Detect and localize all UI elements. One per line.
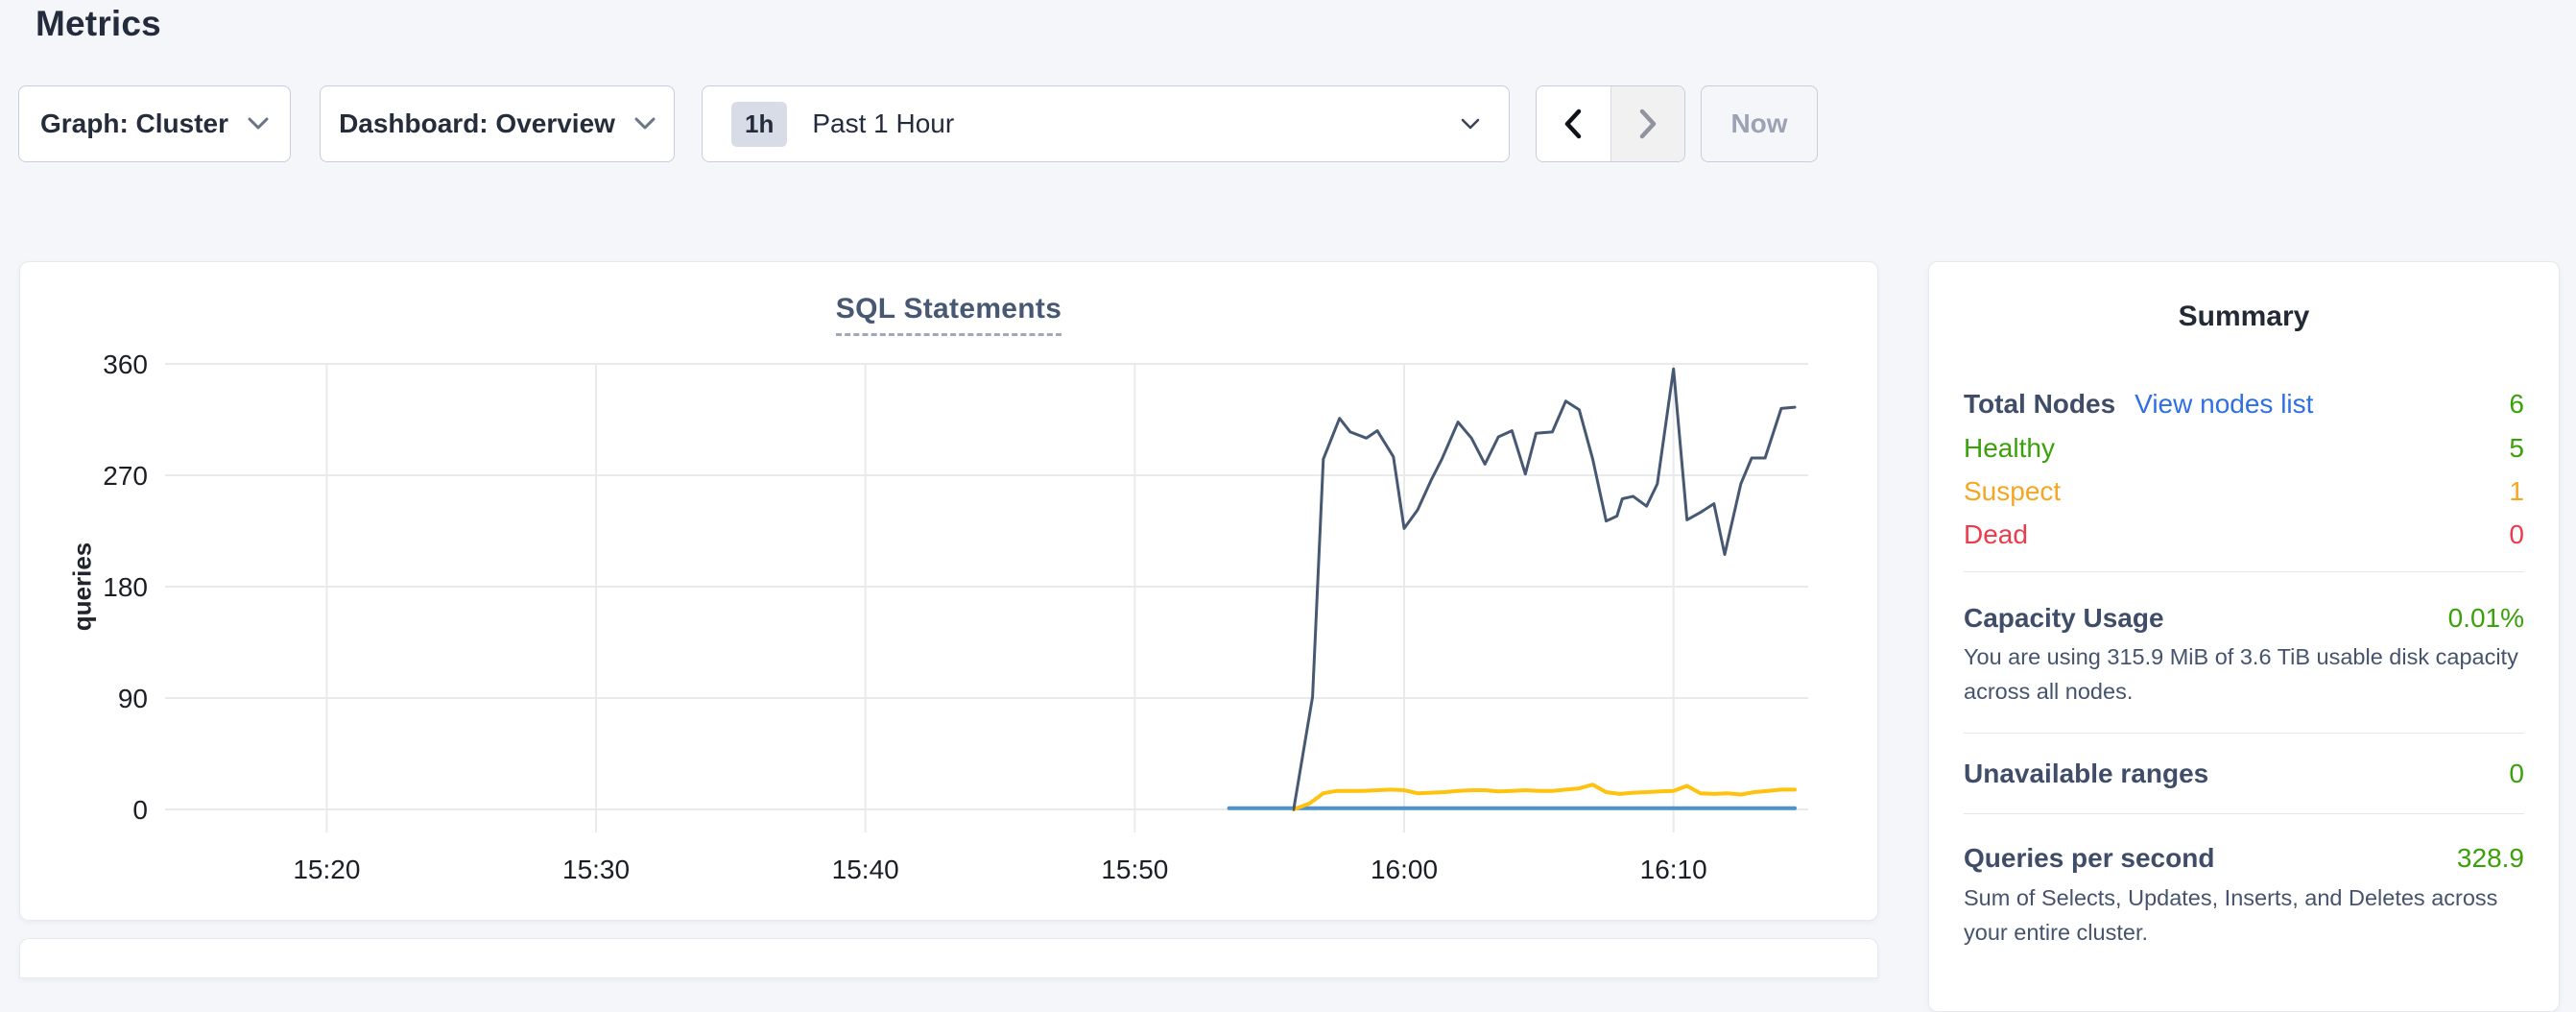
unavailable-ranges-row: Unavailable ranges 0 [1964,754,2524,794]
unavailable-ranges-value: 0 [2509,759,2524,788]
view-nodes-list-link[interactable]: View nodes list [2135,389,2314,419]
svg-text:180: 180 [103,572,148,602]
suspect-value: 1 [2509,476,2524,506]
chevron-right-icon [1639,108,1656,139]
time-step-back-button[interactable] [1537,86,1610,161]
queries-per-second-row: Queries per second 328.9 [1964,838,2524,879]
svg-text:270: 270 [103,461,148,491]
svg-text:0: 0 [132,795,148,825]
sql-statements-chart-card: SQL Statements queries 0 90 180 270 360 15:20… [19,261,1878,921]
suspect-label: Suspect [1964,476,2062,506]
svg-text:16:10: 16:10 [1640,855,1707,884]
unavailable-ranges-label: Unavailable ranges [1964,759,2209,788]
healthy-label: Healthy [1964,433,2055,463]
queries-per-second-description: Sum of Selects, Updates, Inserts, and De… [1964,885,2498,945]
capacity-usage-row: Capacity Usage 0.01% [1964,598,2524,639]
dead-value: 0 [2509,519,2524,549]
svg-text:15:50: 15:50 [1101,855,1168,884]
total-nodes-value: 6 [2509,389,2524,419]
time-step-forward-button[interactable] [1610,86,1684,161]
divider [1964,813,2524,814]
dashboard-dropdown[interactable]: Dashboard: Overview [320,85,675,162]
time-range-label: Past 1 Hour [812,108,955,138]
healthy-value: 5 [2509,433,2524,463]
now-button[interactable]: Now [1701,85,1818,162]
chevron-down-icon [1461,118,1480,129]
time-range-selector[interactable]: 1h Past 1 Hour [702,85,1510,162]
queries-per-second-value: 328.9 [2456,843,2524,873]
capacity-usage-value: 0.01% [2447,603,2524,633]
chevron-left-icon [1565,108,1582,139]
time-range-badge: 1h [731,101,788,147]
chart-title[interactable]: SQL Statements [835,293,1062,336]
summary-title: Summary [2178,301,2310,332]
capacity-usage-label: Capacity Usage [1964,603,2164,633]
time-step-button-group [1536,85,1685,162]
graph-dropdown-label: Graph: Cluster [39,108,229,138]
svg-text:360: 360 [103,349,148,379]
healthy-nodes-row: Healthy 5 [1964,428,2524,469]
sql-statements-chart[interactable]: 0 90 180 270 360 15:20 15:30 15:40 15:50 16:00 16:… [20,262,1877,920]
chevron-down-icon [248,117,269,130]
svg-text:15:20: 15:20 [293,855,360,884]
svg-text:15:30: 15:30 [562,855,630,884]
dashboard-dropdown-label: Dashboard: Overview [339,108,615,138]
divider [1964,571,2524,572]
svg-text:90: 90 [118,684,148,713]
dead-nodes-row: Dead 0 [1964,515,2524,555]
total-nodes-row: Total Nodes View nodes list 6 [1964,384,2524,424]
chevron-down-icon [634,117,656,130]
chart-title-wrap: SQL Statements [20,293,1877,336]
svg-text:16:00: 16:00 [1371,855,1438,884]
next-chart-card-partial [19,938,1878,978]
total-nodes-label: Total Nodes [1964,389,2116,419]
queries-per-second-label: Queries per second [1964,843,2215,873]
capacity-usage-description: You are using 315.9 MiB of 3.6 TiB usabl… [1964,644,2518,704]
dead-label: Dead [1964,519,2028,549]
svg-text:15:40: 15:40 [832,855,899,884]
graph-dropdown[interactable]: Graph: Cluster [18,85,291,162]
page-title: Metrics [36,4,161,43]
divider [1964,733,2524,734]
metrics-page: { "page": { "title": "Metrics" }, "toolb… [18,4,2560,1012]
suspect-nodes-row: Suspect 1 [1964,471,2524,512]
summary-panel: Summary Total Nodes View nodes list 6 He… [1928,261,2560,1012]
